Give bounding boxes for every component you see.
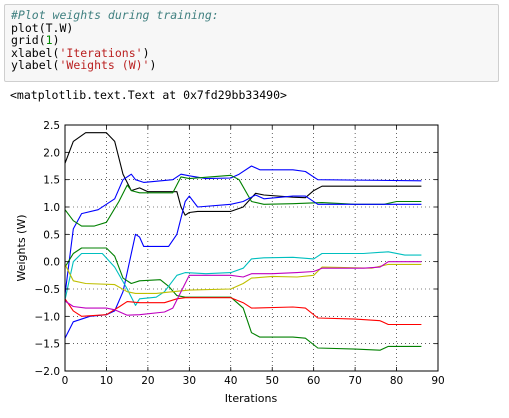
code-token: 1 (45, 33, 53, 48)
code-token: #Plot weights during training: (11, 8, 219, 22)
y-tick-label: −1.0 (35, 311, 61, 323)
code-token: xlabel( (11, 45, 60, 60)
plot-area (65, 125, 438, 371)
code-token: ) (149, 58, 157, 73)
y-tick-label: 1.5 (43, 175, 60, 187)
y-tick-label: 0.5 (43, 229, 60, 241)
y-axis-label: Weights (W) (15, 214, 28, 281)
x-tick-label: 50 (266, 375, 279, 387)
series-line-9 (64, 261, 422, 316)
series-line-6 (64, 251, 422, 306)
code-line: plot(T.W) (11, 20, 498, 35)
y-tick-label: −1.5 (35, 339, 61, 351)
output-text: <matplotlib.text.Text at 0x7fd29bb33490> (10, 88, 287, 102)
code-token: 'Weights (W)' (59, 58, 150, 73)
x-axis-label: Iterations (225, 392, 278, 405)
code-line: ylabel('Weights (W)') (11, 59, 498, 72)
x-tick-label: 60 (307, 375, 320, 387)
y-tick-label: 1.0 (43, 202, 60, 214)
code-token: ylabel( (11, 58, 60, 73)
code-token: 'Iterations' (59, 45, 143, 60)
code-cell[interactable]: #Plot weights during training: plot(T.W) g… (4, 4, 499, 82)
series-line-4 (64, 194, 422, 339)
data-series (64, 132, 422, 351)
code-line: grid(1) (11, 34, 498, 47)
code-token: plot(T.W) (11, 20, 74, 35)
line-chart: 0 10 20 30 40 50 60 70 80 90 −2.0 −1.5 −1.0 −0.5 0.0 0.… (15, 120, 445, 405)
code-line: xlabel('Iterations') (11, 45, 498, 60)
axis-ticks: 0 10 20 30 40 50 60 70 80 90 −2.0 −1.5 −1.0 −0.5 0.0 0.… (35, 120, 445, 387)
series-line-7 (64, 263, 422, 294)
x-tick-label: 70 (348, 375, 361, 387)
x-tick-label: 0 (62, 375, 69, 387)
x-tick-label: 80 (390, 375, 403, 387)
series-line-1 (64, 132, 422, 216)
code-token: ) (142, 45, 150, 60)
plot-frame (64, 124, 439, 372)
x-tick-label: 30 (183, 375, 196, 387)
x-tick-label: 40 (224, 375, 237, 387)
series-line-3 (64, 174, 422, 227)
code-token: grid( (11, 33, 46, 48)
y-tick-label: −2.0 (35, 366, 61, 378)
code-token: ) (52, 33, 60, 48)
y-tick-label: 2.5 (43, 120, 60, 132)
y-tick-label: 0.0 (43, 257, 60, 269)
series-line-8 (64, 297, 422, 326)
y-tick-label: −0.5 (35, 284, 61, 296)
series-line-2 (64, 165, 422, 295)
x-tick-label: 20 (141, 375, 154, 387)
code-line: #Plot weights during training: (11, 9, 498, 22)
x-tick-label: 10 (100, 375, 113, 387)
x-tick-label: 90 (431, 375, 444, 387)
y-tick-label: 2.0 (43, 147, 60, 159)
